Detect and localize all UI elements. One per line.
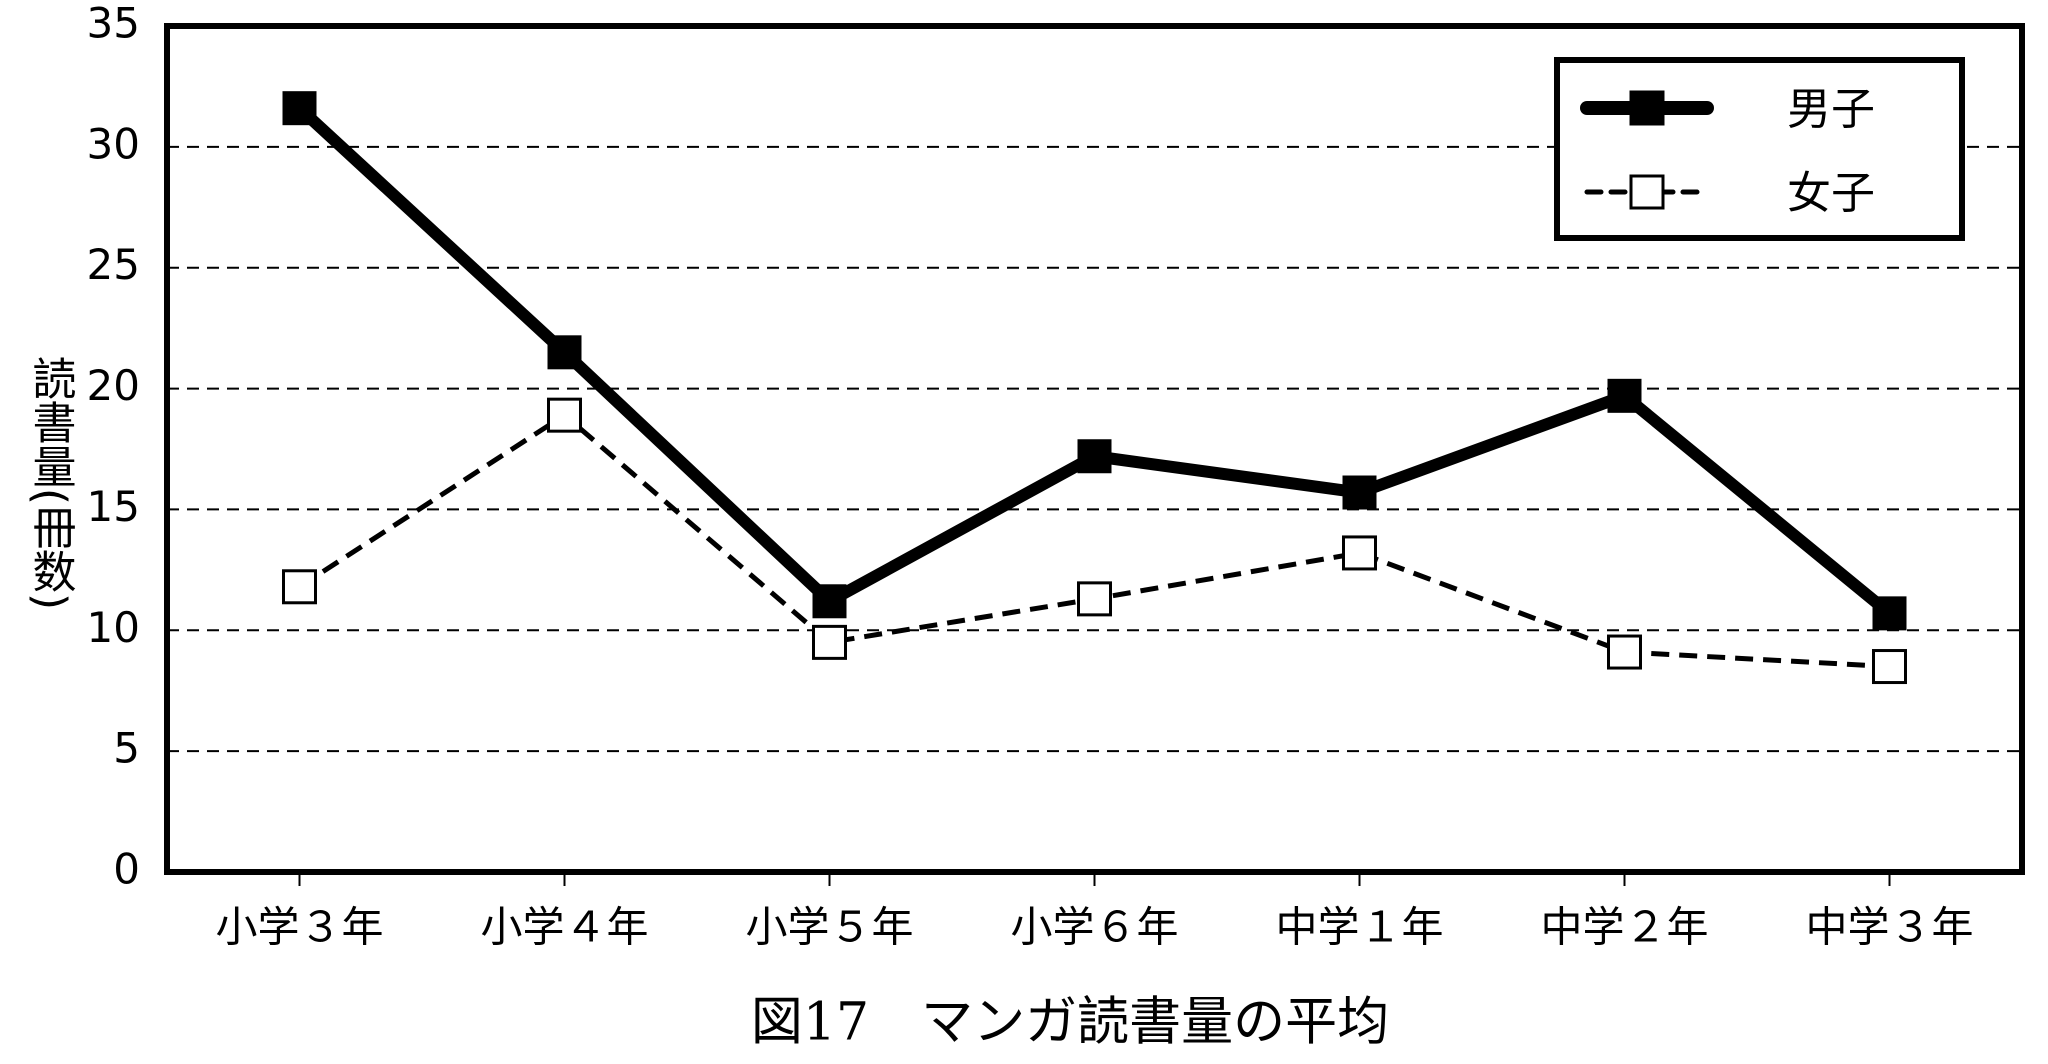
marker <box>1342 475 1377 510</box>
x-tick-label: 小学３年 <box>215 903 383 952</box>
y-tick-label: 10 <box>87 603 140 652</box>
y-tick-label: 0 <box>113 845 140 894</box>
x-tick-label: 小学５年 <box>745 903 913 952</box>
marker <box>1607 634 1642 670</box>
y-tick-label: 20 <box>87 361 140 410</box>
marker <box>812 584 847 619</box>
legend-marker <box>1629 90 1665 126</box>
x-tick-label: 中学３年 <box>1805 903 1973 952</box>
marker <box>1342 535 1377 571</box>
legend-label: 女子 <box>1787 168 1875 219</box>
x-tick-label: 小学６年 <box>1010 903 1178 952</box>
legend-label: 男子 <box>1787 84 1875 135</box>
legend-marker <box>1629 174 1665 210</box>
x-tick-label: 小学４年 <box>480 903 648 952</box>
legend-box <box>1554 57 1965 241</box>
marker <box>547 397 582 433</box>
marker <box>1872 649 1907 685</box>
y-tick-label: 30 <box>87 119 140 168</box>
marker <box>282 91 317 126</box>
marker <box>1607 378 1642 413</box>
y-tick-label: 5 <box>113 724 140 773</box>
x-tick-label: 中学１年 <box>1275 903 1443 952</box>
y-tick-label: 15 <box>87 482 140 531</box>
chart-title: 図17 マンガ読書量の平均 <box>751 993 1389 1053</box>
y-tick-label: 25 <box>87 240 140 289</box>
marker <box>547 335 582 370</box>
marker <box>1077 581 1112 617</box>
x-tick-label: 中学２年 <box>1540 903 1708 952</box>
marker <box>1872 596 1907 631</box>
marker <box>282 569 317 605</box>
y-axis-label: 読書量(冊数) <box>25 356 76 610</box>
marker <box>812 624 847 660</box>
y-tick-label: 35 <box>87 0 140 48</box>
marker <box>1077 439 1112 474</box>
